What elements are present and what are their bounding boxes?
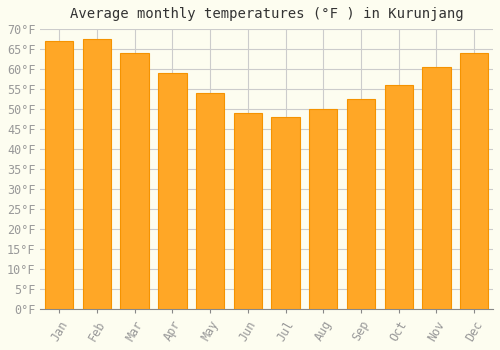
Bar [196, 93, 224, 309]
Bar [120, 53, 149, 309]
Bar [45, 41, 74, 309]
Bar [83, 39, 111, 309]
Bar [422, 67, 450, 309]
Bar [234, 113, 262, 309]
Bar [309, 109, 338, 309]
Bar [347, 99, 375, 309]
Title: Average monthly temperatures (°F ) in Kurunjang: Average monthly temperatures (°F ) in Ku… [70, 7, 464, 21]
Bar [158, 73, 186, 309]
Bar [460, 53, 488, 309]
Bar [384, 85, 413, 309]
Bar [272, 117, 299, 309]
